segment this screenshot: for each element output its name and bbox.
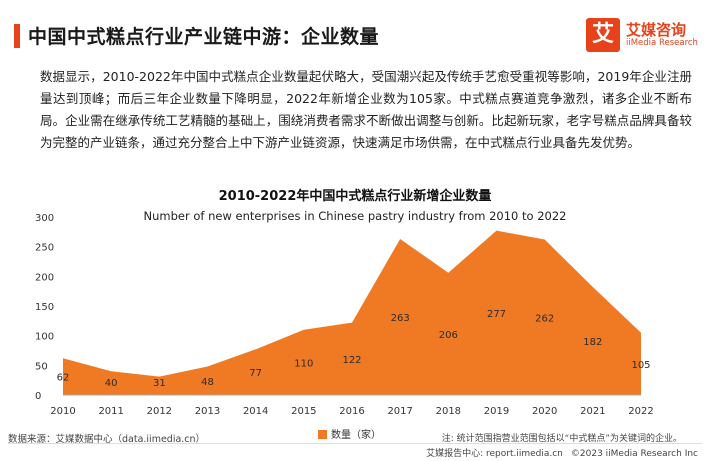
data-label: 40 <box>105 378 118 389</box>
footer-divider <box>8 443 702 444</box>
y-tick-label: 250 <box>35 243 54 254</box>
chart-legend: 数量（家） <box>318 426 381 441</box>
summary-paragraph: 数据显示，2010-2022年中国中式糕点企业数量起伏略大，受国潮兴起及传统手艺… <box>40 69 692 150</box>
x-tick-label: 2015 <box>291 406 316 417</box>
legend-label: 数量（家） <box>331 430 381 441</box>
x-tick-label: 2010 <box>50 406 75 417</box>
data-label: 110 <box>294 358 313 369</box>
logo-mark-icon: 艾 <box>586 18 620 52</box>
x-tick-label: 2012 <box>147 406 172 417</box>
x-tick-label: 2011 <box>98 406 123 417</box>
x-tick-label: 2018 <box>436 406 461 417</box>
data-label: 77 <box>249 368 262 379</box>
y-tick-label: 50 <box>35 361 48 372</box>
x-tick-label: 2020 <box>532 406 557 417</box>
data-label: 122 <box>342 355 361 366</box>
chart-subtitle: Number of new enterprises in Chinese pas… <box>144 209 567 223</box>
data-label: 48 <box>201 377 214 388</box>
copyright: ©2023 iiMedia Research Inc <box>570 449 698 459</box>
x-tick-label: 2022 <box>628 406 653 417</box>
page-title: 中国中式糕点行业产业链中游：企业数量 <box>28 26 380 48</box>
data-label: 262 <box>535 313 554 324</box>
logo-name-en: iiMedia Research <box>626 38 698 48</box>
x-tick-label: 2013 <box>195 406 220 417</box>
x-tick-label: 2021 <box>580 406 605 417</box>
data-label: 206 <box>439 330 458 341</box>
y-tick-label: 150 <box>35 302 54 313</box>
data-label: 263 <box>391 313 410 324</box>
chart-title: 2010-2022年中国中式糕点行业新增企业数量 <box>218 189 492 204</box>
x-tick-label: 2014 <box>243 406 268 417</box>
data-label: 105 <box>631 360 650 371</box>
x-tick-label: 2019 <box>484 406 509 417</box>
data-label: 277 <box>487 309 506 320</box>
data-source: 数据来源：艾媒数据中心（data.iimedia.cn） <box>8 434 206 445</box>
data-label: 31 <box>153 378 166 389</box>
y-tick-label: 0 <box>35 391 41 402</box>
logo-name-cn: 艾媒咨询 <box>626 21 687 39</box>
title-accent-bar <box>14 24 20 48</box>
area-series <box>63 230 641 395</box>
legend-swatch <box>318 430 327 439</box>
y-tick-label: 100 <box>35 332 54 343</box>
y-tick-label: 200 <box>35 272 54 283</box>
data-label: 182 <box>583 337 602 348</box>
footer-note: 注: 统计范围指营业范围包括以“中式糕点”为关键词的企业。 <box>441 434 682 444</box>
brand-logo: 艾 艾媒咨询 iiMedia Research <box>586 18 702 58</box>
footer-bottom: 艾媒报告中心: report.iimedia.cn ©2023 iiMedia R… <box>426 446 698 459</box>
x-tick-label: 2017 <box>387 406 412 417</box>
data-label: 62 <box>57 373 70 384</box>
x-tick-label: 2016 <box>339 406 364 417</box>
y-tick-label: 300 <box>35 213 54 224</box>
report-center-link[interactable]: 艾媒报告中心: report.iimedia.cn <box>426 449 563 459</box>
